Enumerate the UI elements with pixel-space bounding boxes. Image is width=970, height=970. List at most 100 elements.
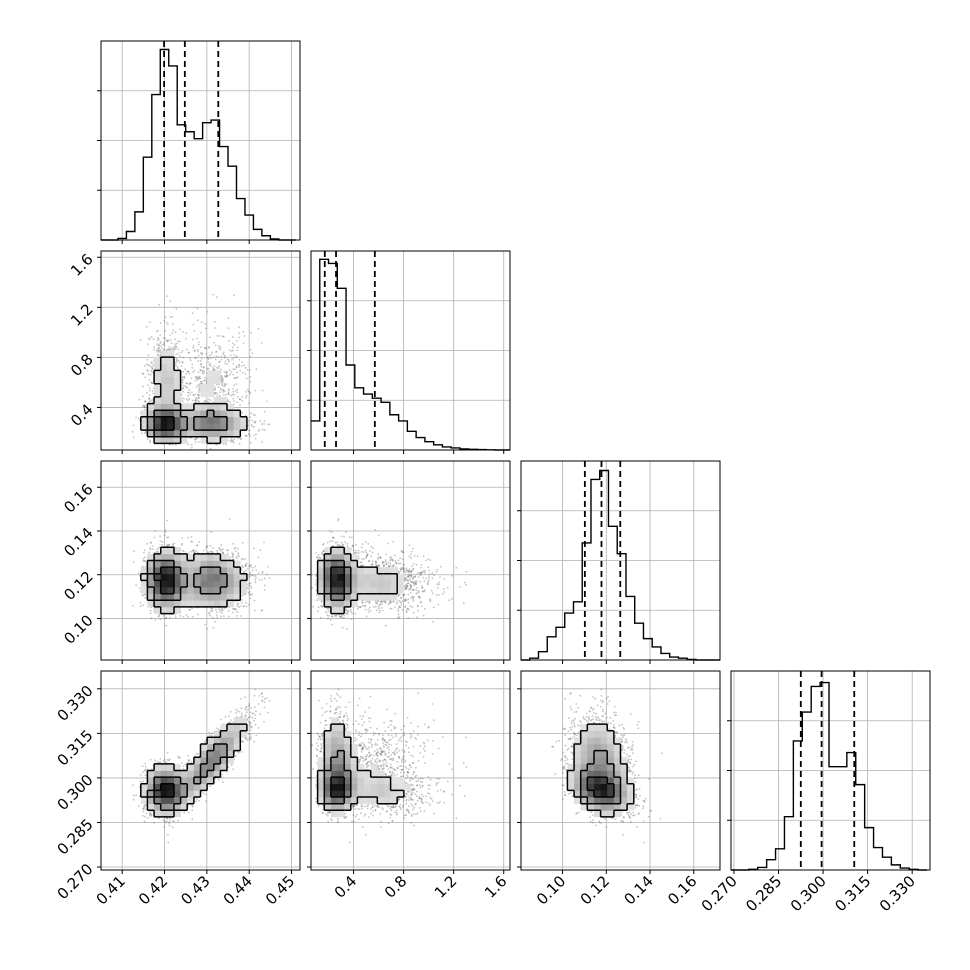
sample-point xyxy=(222,389,225,392)
sample-point xyxy=(192,394,195,396)
sample-point xyxy=(217,355,220,358)
density-cell xyxy=(160,416,168,424)
sample-point xyxy=(218,344,221,347)
sample-point xyxy=(218,547,221,549)
sample-point xyxy=(228,360,230,363)
density-cell xyxy=(220,396,228,404)
sample-point xyxy=(266,400,268,403)
sample-point xyxy=(152,338,155,341)
sample-point xyxy=(230,440,233,443)
sample-point xyxy=(236,371,239,374)
sample-point xyxy=(203,379,206,382)
sample-point xyxy=(257,430,260,432)
sample-point xyxy=(240,615,242,617)
sample-point xyxy=(154,619,157,621)
sample-point xyxy=(180,351,183,354)
sample-point xyxy=(199,360,202,362)
density-cell xyxy=(167,416,175,424)
sample-point xyxy=(142,385,144,388)
sample-point xyxy=(227,389,230,392)
sample-point xyxy=(182,386,185,389)
sample-point xyxy=(192,346,195,349)
sample-point xyxy=(138,398,141,401)
sample-point xyxy=(149,387,151,389)
sample-point xyxy=(227,555,230,558)
sample-point xyxy=(254,420,257,423)
sample-point xyxy=(191,366,194,369)
hist-panel-1 xyxy=(307,250,511,454)
sample-point xyxy=(188,391,191,394)
sample-point xyxy=(159,322,162,325)
sample-point xyxy=(203,347,206,349)
sample-point xyxy=(135,584,138,587)
sample-point xyxy=(247,390,250,393)
sample-point xyxy=(249,349,252,351)
sample-point xyxy=(233,294,235,296)
sample-point xyxy=(189,382,192,385)
density-cell xyxy=(213,416,221,424)
sample-point xyxy=(206,367,209,370)
sample-point xyxy=(148,394,151,396)
sample-point xyxy=(197,343,200,346)
sample-point xyxy=(227,327,230,330)
sample-point xyxy=(155,330,158,333)
sample-point xyxy=(151,401,154,404)
sample-point xyxy=(147,373,150,376)
sample-point xyxy=(178,340,181,343)
density-cell xyxy=(174,416,181,424)
sample-point xyxy=(254,437,257,440)
sample-point xyxy=(183,377,186,379)
sample-point xyxy=(249,435,252,438)
sample-point xyxy=(257,572,260,575)
sample-point xyxy=(174,364,177,367)
sample-point xyxy=(164,529,167,531)
sample-point xyxy=(199,377,201,380)
sample-point xyxy=(225,443,227,446)
sample-point xyxy=(267,566,270,568)
sample-point xyxy=(163,341,165,344)
sample-point xyxy=(139,339,142,341)
sample-point xyxy=(196,307,199,310)
sample-point xyxy=(223,357,226,359)
density-cell xyxy=(187,416,195,424)
density-cell xyxy=(174,396,181,404)
sample-point xyxy=(192,323,195,326)
sample-point xyxy=(140,432,143,434)
sample-point xyxy=(223,394,225,396)
sample-point xyxy=(173,348,176,351)
sample-point xyxy=(187,399,190,402)
scatter-panel-2-0 xyxy=(97,460,301,664)
sample-point xyxy=(197,391,200,393)
sample-point xyxy=(214,327,217,329)
sample-point xyxy=(153,348,156,351)
sample-point xyxy=(190,446,193,449)
sample-point xyxy=(204,322,207,325)
sample-point xyxy=(198,375,201,378)
sample-point xyxy=(220,544,223,546)
sample-point xyxy=(219,610,222,613)
sample-point xyxy=(159,535,162,538)
histogram-step xyxy=(521,469,720,661)
sample-point xyxy=(132,550,135,553)
sample-point xyxy=(255,433,257,436)
sample-point xyxy=(266,573,268,576)
sample-point xyxy=(240,438,243,440)
histogram-step xyxy=(731,681,928,871)
sample-point xyxy=(221,383,223,386)
density-cell xyxy=(167,377,175,384)
sample-point xyxy=(204,376,206,379)
sample-point xyxy=(150,361,153,364)
panel-border xyxy=(100,40,301,241)
sample-point xyxy=(152,392,155,395)
sample-point xyxy=(197,393,200,396)
density-cell xyxy=(207,410,215,418)
sample-point xyxy=(144,400,147,403)
sample-point xyxy=(239,404,241,406)
sample-point xyxy=(164,337,167,340)
sample-point xyxy=(237,366,240,368)
sample-point xyxy=(191,391,193,394)
sample-point xyxy=(146,438,149,440)
sample-point xyxy=(218,365,220,368)
sample-point xyxy=(241,565,243,568)
sample-point xyxy=(241,399,244,402)
